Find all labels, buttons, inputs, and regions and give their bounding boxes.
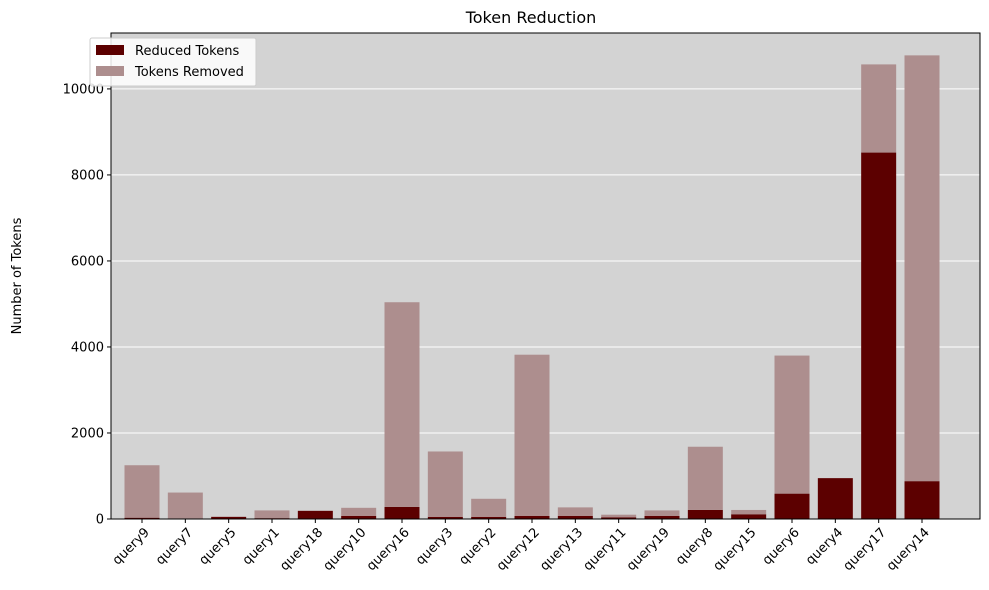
- bar-removed-query15: [731, 509, 767, 515]
- x-tick-label: query16: [364, 525, 413, 574]
- x-tick-label: query12: [494, 525, 543, 574]
- bar-removed-query16: [384, 302, 420, 507]
- bar-reduced-query18: [297, 510, 333, 519]
- bar-reduced-query5: [211, 516, 247, 519]
- bar-removed-query14: [904, 55, 940, 482]
- x-tick-label: query9: [110, 525, 153, 568]
- bar-removed-query1: [254, 510, 290, 519]
- bar-removed-query11: [601, 514, 637, 518]
- legend-label-removed: Tokens Removed: [134, 65, 244, 80]
- y-axis-label: Number of Tokens: [10, 217, 25, 334]
- y-tick-label: 2000: [71, 426, 104, 441]
- x-tick-label: query6: [760, 525, 803, 568]
- y-tick-label: 8000: [71, 168, 104, 183]
- legend: Reduced Tokens Tokens Removed: [89, 37, 257, 87]
- x-tick-label: query11: [581, 525, 630, 574]
- x-tick-label: query17: [841, 525, 890, 574]
- x-tick-label: query18: [277, 525, 326, 574]
- legend-swatch-reduced: [96, 45, 124, 55]
- bar-removed-query3: [427, 451, 463, 517]
- legend-swatch-removed: [96, 66, 124, 76]
- bar-removed-query7: [167, 492, 203, 519]
- bar-reduced-query4: [817, 478, 853, 519]
- x-tick-label: query13: [537, 525, 586, 574]
- x-tick-label: query4: [803, 525, 846, 568]
- bar-reduced-query2: [471, 516, 507, 519]
- bar-reduced-query6: [774, 493, 810, 519]
- legend-label-reduced: Reduced Tokens: [135, 44, 239, 59]
- bar-reduced-query19: [644, 515, 680, 519]
- x-tick-label: query14: [884, 525, 933, 574]
- bar-reduced-query10: [341, 515, 377, 519]
- bar-removed-query19: [644, 510, 680, 516]
- y-tick-label: 4000: [71, 340, 104, 355]
- y-tick-label: 0: [96, 513, 104, 528]
- bar-reduced-query12: [514, 515, 550, 519]
- x-tick-label: query10: [321, 525, 370, 574]
- bar-reduced-query13: [557, 515, 593, 519]
- y-tick-label: 6000: [71, 254, 104, 269]
- x-axis: query9 query7 query5 query1query18query10qu…: [110, 519, 933, 574]
- x-tick-label: query2: [456, 525, 499, 568]
- bar-reduced-query15: [731, 514, 767, 519]
- x-tick-label: query8: [673, 525, 716, 568]
- bar-reduced-query3: [427, 516, 463, 519]
- x-tick-label: query19: [624, 525, 673, 574]
- bar-reduced-query8: [687, 509, 723, 519]
- bar-removed-query10: [341, 507, 377, 516]
- bar-reduced-query9: [124, 517, 160, 519]
- grid-lines: [111, 88, 980, 434]
- bar-reduced-query11: [601, 517, 637, 519]
- bar-reduced-query14: [904, 481, 940, 519]
- bars: [124, 55, 940, 519]
- bar-removed-query6: [774, 355, 810, 494]
- legend-box: [89, 37, 257, 87]
- bar-reduced-query17: [861, 152, 897, 519]
- bar-reduced-query16: [384, 506, 420, 519]
- x-tick-label: query3: [413, 525, 456, 568]
- bar-removed-query12: [514, 354, 550, 516]
- bar-removed-query8: [687, 446, 723, 510]
- chart-title: Token Reduction: [465, 8, 597, 27]
- x-tick-label: query5: [196, 525, 239, 568]
- x-tick-label: query7: [153, 525, 196, 568]
- bar-removed-query2: [471, 498, 507, 517]
- x-tick-label: query1: [240, 525, 283, 568]
- plot-frame: [110, 32, 981, 520]
- bar-removed-query9: [124, 465, 160, 518]
- x-tick-label: query15: [711, 525, 760, 574]
- bar-removed-query13: [557, 507, 593, 516]
- bar-removed-query17: [861, 64, 897, 153]
